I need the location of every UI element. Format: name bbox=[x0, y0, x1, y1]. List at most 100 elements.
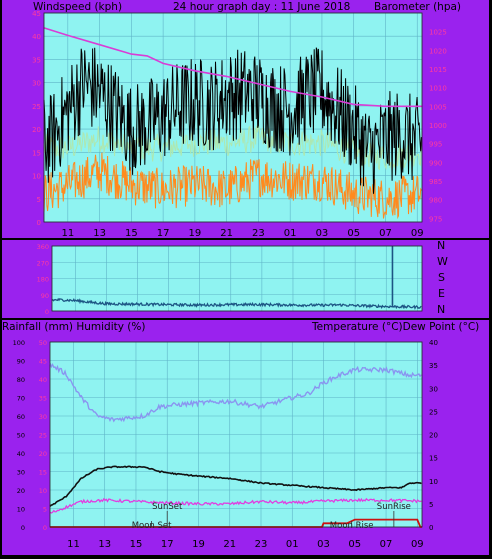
chart-title: 24 hour graph day : 11 June 2018 bbox=[173, 1, 351, 13]
wind-x-tick-label: 19 bbox=[189, 228, 202, 238]
wind-barometer-chart: 11 13 15 17 19 21 23 01 03 05 07 090510152025303540… bbox=[32, 10, 447, 239]
temp-x-tick-label: 15 bbox=[130, 539, 143, 550]
wind-direction-chart: 360 270 180 90 0 bbox=[37, 243, 423, 316]
temp-dewpoint-axis-label: Temperature (°C)Dew Point (°C) bbox=[312, 321, 480, 333]
direction-line bbox=[51, 297, 422, 310]
humidity-y-tick-label: 0 bbox=[21, 524, 25, 532]
humidity-y-tick-label: 100 bbox=[13, 339, 25, 347]
humidity-y-tick-label: 90 bbox=[17, 358, 25, 366]
wind-y-tick-label: 35 bbox=[32, 56, 41, 64]
wind-barometer-panel: Windspeed (kph) 24 hour graph day : 11 J… bbox=[2, 0, 489, 239]
wind-x-tick-label: 01 bbox=[284, 228, 297, 238]
temp-x-tick-label: 07 bbox=[380, 539, 393, 550]
humidity-y-tick-label: 80 bbox=[17, 376, 25, 384]
temp-x-tick-label: 03 bbox=[317, 539, 330, 550]
barometer-line bbox=[43, 27, 422, 108]
wind-y-tick-label: 15 bbox=[32, 149, 41, 157]
direction-y-tick-label: 270 bbox=[37, 259, 49, 267]
wind-y-tick-label: 25 bbox=[32, 103, 41, 111]
wind-direction-panel: 360 270 180 90 0 N W S E N bbox=[2, 240, 489, 318]
rain-y-tick-label: 25 bbox=[39, 432, 47, 440]
wind-y-tick-label: 30 bbox=[32, 80, 41, 88]
direction-label-e: E bbox=[438, 287, 445, 300]
barometer-y-tick-label: 1005 bbox=[429, 103, 447, 111]
temp-y-tick-label: 15 bbox=[429, 455, 438, 463]
wind-y-tick-label: 5 bbox=[37, 196, 41, 204]
direction-label-s: S bbox=[438, 271, 445, 284]
event-label: Moon Set bbox=[132, 521, 172, 531]
barometer-y-tick-label: 1025 bbox=[429, 29, 447, 37]
rain-y-tick-label: 0 bbox=[43, 524, 47, 532]
dew-point-line bbox=[49, 497, 422, 514]
direction-plot-border bbox=[51, 245, 423, 312]
temperature-humidity-panel: Rainfall (mm) Humidity (%) Temperature (… bbox=[2, 320, 489, 555]
temp-x-tick-label: 05 bbox=[348, 539, 361, 550]
direction-y-tick-label: 90 bbox=[41, 292, 49, 300]
event-label: SunRise bbox=[377, 502, 411, 512]
humidity-y-tick-label: 60 bbox=[17, 413, 25, 421]
temp-y-tick-label: 25 bbox=[429, 408, 438, 416]
rain-y-tick-label: 30 bbox=[39, 413, 47, 421]
direction-label-w: W bbox=[437, 255, 448, 268]
humidity-y-tick-label: 50 bbox=[17, 432, 25, 440]
barometer-y-tick-label: 980 bbox=[429, 197, 442, 205]
direction-y-tick-label: 360 bbox=[37, 243, 49, 251]
wind-x-tick-label: 03 bbox=[316, 228, 329, 238]
wind-x-tick-label: 05 bbox=[347, 228, 360, 238]
temp-x-tick-label: 23 bbox=[255, 539, 268, 550]
direction-label-n-top: N bbox=[437, 239, 446, 252]
event-label: SunSet bbox=[152, 502, 183, 512]
humidity-y-tick-label: 10 bbox=[17, 506, 25, 514]
wind-y-tick-label: 45 bbox=[32, 10, 41, 18]
barometer-y-tick-label: 1010 bbox=[429, 85, 447, 93]
temp-y-tick-label: 0 bbox=[429, 524, 433, 532]
wind-x-tick-label: 21 bbox=[220, 228, 233, 238]
wind-x-tick-label: 15 bbox=[125, 228, 138, 238]
wind-x-tick-label: 11 bbox=[61, 228, 74, 238]
humidity-y-tick-label: 40 bbox=[17, 450, 25, 458]
direction-y-tick-label: 180 bbox=[37, 276, 49, 284]
rain-y-tick-label: 35 bbox=[39, 395, 47, 403]
temp-x-tick-label: 17 bbox=[161, 539, 174, 550]
direction-y-tick-label: 0 bbox=[45, 308, 49, 316]
event-label: Moon Rise bbox=[330, 521, 374, 531]
barometer-y-tick-label: 1020 bbox=[429, 47, 447, 55]
temp-x-tick-label: 19 bbox=[192, 539, 205, 550]
rain-humidity-axis-label: Rainfall (mm) Humidity (%) bbox=[2, 321, 146, 333]
wind-x-tick-label: 23 bbox=[252, 228, 265, 238]
wind-x-tick-label: 17 bbox=[157, 228, 170, 238]
temp-x-tick-label: 21 bbox=[223, 539, 236, 550]
wind-gust-band-line bbox=[43, 124, 422, 171]
wind-low-line bbox=[43, 152, 422, 220]
temp-y-tick-label: 40 bbox=[429, 339, 438, 347]
rain-y-tick-label: 20 bbox=[39, 450, 47, 458]
rain-y-tick-label: 5 bbox=[43, 506, 47, 514]
barometer-y-tick-label: 990 bbox=[429, 159, 442, 167]
barometer-y-tick-label: 985 bbox=[429, 178, 442, 186]
wind-x-tick-label: 13 bbox=[93, 228, 106, 238]
rain-y-tick-label: 45 bbox=[39, 358, 47, 366]
temp-x-tick-label: 13 bbox=[98, 539, 111, 550]
barometer-y-tick-label: 995 bbox=[429, 141, 442, 149]
temp-y-tick-label: 5 bbox=[429, 501, 433, 509]
wind-x-tick-label: 07 bbox=[379, 228, 392, 238]
temp-y-tick-label: 10 bbox=[429, 478, 438, 486]
rain-y-tick-label: 40 bbox=[39, 376, 47, 384]
wind-y-tick-label: 0 bbox=[37, 219, 41, 227]
temperature-line bbox=[49, 465, 422, 507]
barometer-y-tick-label: 1015 bbox=[429, 66, 447, 74]
wind-speed-line bbox=[43, 47, 422, 194]
rain-y-tick-label: 50 bbox=[39, 339, 47, 347]
wind-y-tick-label: 20 bbox=[32, 126, 41, 134]
rain-y-tick-label: 10 bbox=[39, 487, 47, 495]
humidity-y-tick-label: 30 bbox=[17, 469, 25, 477]
barometer-axis-label: Barometer (hpa) bbox=[374, 1, 462, 13]
temp-y-tick-label: 30 bbox=[429, 385, 438, 393]
wind-axis-label: Windspeed (kph) bbox=[33, 1, 123, 13]
wind-x-tick-label: 09 bbox=[411, 228, 424, 238]
humidity-y-tick-label: 70 bbox=[17, 395, 25, 403]
temp-x-tick-label: 09 bbox=[411, 539, 424, 550]
direction-label-n-bottom: N bbox=[437, 303, 446, 316]
